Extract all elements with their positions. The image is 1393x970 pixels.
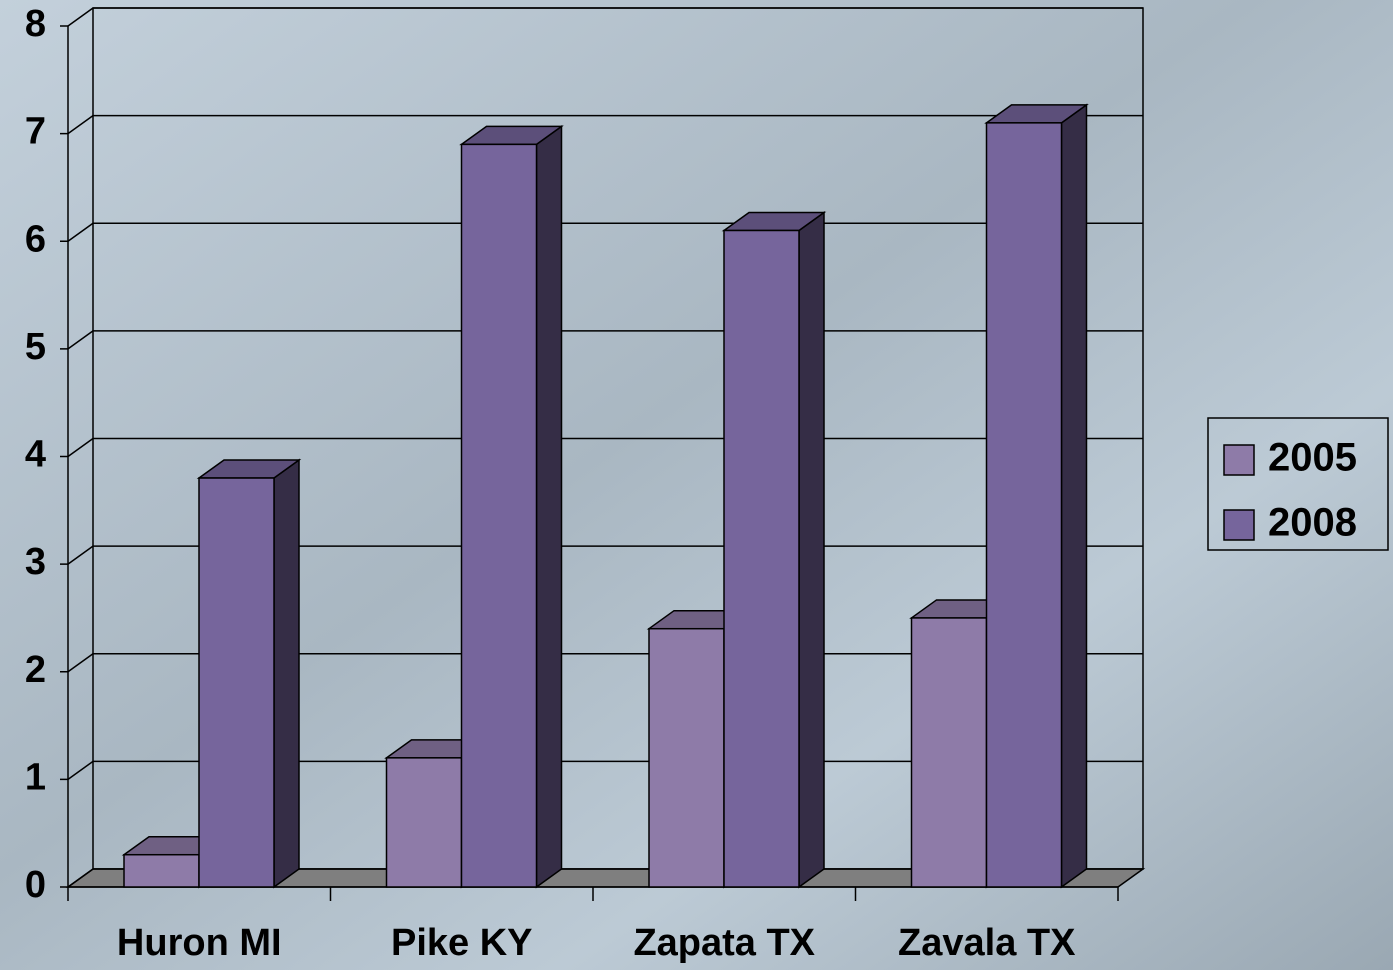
- bar-side: [798, 211, 825, 889]
- y-tick-label: 2: [25, 649, 46, 691]
- y-tick-label: 5: [25, 326, 46, 368]
- bar-side: [273, 458, 300, 889]
- x-tick-label: Huron MI: [117, 922, 282, 964]
- grid-diagonal: [67, 437, 94, 458]
- legend: 2005 2008: [1207, 417, 1389, 551]
- legend-box: [1207, 417, 1389, 551]
- y-tick-label: 4: [25, 434, 46, 476]
- bar: [648, 627, 725, 888]
- legend-label: 2008: [1268, 501, 1357, 545]
- bar: [910, 617, 988, 888]
- grid-diagonal: [67, 222, 94, 242]
- y-tick-label: 8: [25, 3, 46, 45]
- bar: [723, 229, 800, 888]
- legend-label: 2005: [1268, 436, 1357, 480]
- grid-diagonal: [67, 545, 94, 565]
- y-tick-label: 0: [25, 864, 46, 906]
- bar-side: [1060, 103, 1088, 889]
- y-tick-label: 3: [25, 541, 46, 583]
- x-tick-label: Zavala TX: [898, 922, 1076, 964]
- bar: [985, 122, 1063, 888]
- x-tick-label: Zapata TX: [633, 922, 815, 964]
- grid-diagonal: [67, 7, 94, 27]
- grid-diagonal: [67, 760, 94, 780]
- grid-diagonal: [67, 330, 94, 350]
- bar: [460, 143, 538, 888]
- bar: [198, 477, 275, 888]
- bar-side: [535, 124, 563, 889]
- grid-diagonal: [67, 115, 94, 135]
- y-tick-label: 1: [25, 756, 46, 798]
- bar: [123, 853, 200, 888]
- grid-diagonal: [67, 868, 94, 888]
- x-tick-label: Pike KY: [391, 922, 533, 964]
- y-tick-label: 6: [25, 218, 46, 260]
- grid-diagonal: [67, 653, 94, 673]
- bar: [385, 757, 463, 888]
- legend-swatch: [1223, 444, 1255, 476]
- y-tick-label: 7: [25, 111, 46, 153]
- legend-swatch: [1223, 509, 1255, 541]
